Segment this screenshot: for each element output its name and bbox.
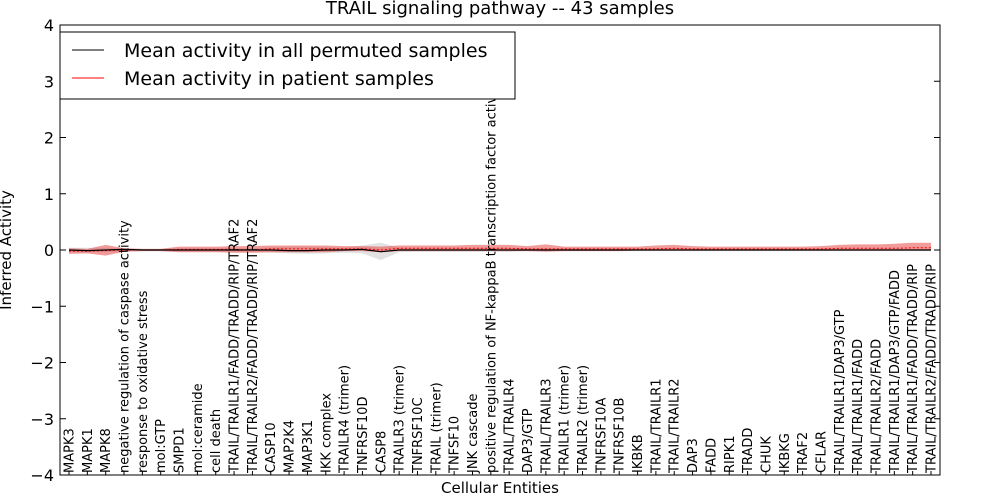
series-line-permuted [68, 248, 931, 253]
x-tick-label: TRAIL/TRAILR1/FADD/TRADD/RIP [906, 264, 921, 474]
y-tick-label: −2 [30, 354, 54, 373]
x-tick-label: TRAIL/TRAILR2 [668, 378, 683, 474]
x-tick-label: TRAIL/TRAILR1/DAP3/GTP [833, 309, 848, 474]
x-tick-label: CHUK [759, 436, 774, 473]
y-tick-label: 2 [44, 129, 54, 148]
y-tick-label: 0 [44, 241, 54, 260]
y-tick-label: 1 [44, 185, 54, 204]
x-tick-label: negative regulation of caspase activity [118, 220, 133, 473]
x-tick-label: TRAILR2 (trimer) [576, 365, 591, 474]
x-tick-label: TRAIL/TRAILR1/DAP3/GTP/FADD [888, 270, 903, 474]
x-tick-label: TRAILR3 (trimer) [393, 365, 408, 474]
series-lines [68, 247, 931, 253]
x-tick-label: TRAIL/TRAILR2/FADD [870, 339, 885, 474]
x-tick-label: CASP8 [374, 431, 389, 473]
x-tick-label: TRAIL/TRAILR1/FADD [851, 339, 866, 474]
x-tick-label: cell death [209, 409, 224, 473]
x-tick-label: TNFRSF10C [411, 397, 426, 474]
legend-label-patient: Mean activity in patient samples [124, 68, 434, 90]
legend-label-permuted: Mean activity in all permuted samples [124, 40, 487, 62]
x-tick-label: JNK cascade [466, 394, 481, 474]
x-axis: MAPK3 MAPK1 MAPK8 negative regulation of ca… [63, 79, 940, 475]
x-tick-label: MAPK3 [63, 428, 78, 473]
x-tick-label: positive regulation of NF-kappaB transcr… [484, 79, 499, 473]
x-tick-label: response to oxidative stress [136, 290, 151, 473]
x-tick-label: TRADD [741, 428, 756, 474]
x-tick-label: TRAILR1 (trimer) [558, 365, 573, 474]
y-axis: 4 3 2 1 0 −1 −2 −3 −4 [30, 16, 940, 485]
chart-title: TRAIL signaling pathway -- 43 samples [325, 0, 674, 19]
x-tick-label: TRAILR4 (trimer) [338, 365, 353, 474]
x-tick-label: TNFRSF10B [613, 398, 628, 474]
x-tick-label: TRAIL (trimer) [429, 382, 444, 474]
x-tick-label: CFLAR [815, 431, 830, 473]
x-tick-label: TNFRSF10A [594, 398, 609, 474]
x-tick-label: DAP3 [686, 438, 701, 473]
y-tick-label: −1 [30, 297, 54, 316]
x-tick-label: TNFRSF10D [356, 397, 371, 474]
x-tick-label: TNFSF10 [448, 416, 463, 474]
x-tick-label: TRAIL/TRAILR3 [539, 378, 554, 474]
x-tick-label: TRAIL/TRAILR1 [649, 378, 664, 474]
y-tick-label: 3 [44, 72, 54, 91]
x-tick-label: RIPK1 [723, 435, 738, 473]
y-tick-label: −3 [30, 410, 54, 429]
x-tick-label: FADD [704, 438, 719, 473]
x-tick-label: IKBKB [631, 434, 646, 473]
x-axis-label: Cellular Entities [441, 479, 559, 497]
x-tick-label: IKBKG [778, 433, 793, 473]
x-tick-label: mol:GTP [154, 419, 169, 473]
x-tick-label: IKK complex [319, 393, 334, 473]
x-tick-label: SMPD1 [173, 427, 188, 473]
band-patient [69, 242, 931, 256]
x-tick-label: TRAIL/TRAILR1/FADD/TRADD/RIP/TRAF2 [228, 219, 243, 474]
confidence-bands [69, 242, 931, 261]
x-tick-label: TRAIL/TRAILR2/FADD/TRADD/RIP [925, 264, 940, 474]
x-tick-label: TRAIL/TRAILR4 [503, 378, 518, 474]
x-tick-label: mol:ceramide [191, 383, 206, 473]
x-tick-label: MAP3K1 [301, 420, 316, 473]
legend: Mean activity in all permuted samples Me… [59, 31, 516, 100]
legend-box [59, 31, 516, 100]
x-tick-label: MAPK1 [81, 428, 96, 473]
x-tick-label: CASP10 [264, 422, 279, 473]
y-tick-label: −4 [30, 466, 54, 485]
y-tick-label: 4 [44, 16, 54, 35]
x-tick-label: MAP2K4 [283, 420, 298, 473]
y-axis-label: Inferred Activity [0, 190, 15, 310]
x-tick-label: TRAF2 [796, 432, 811, 474]
x-tick-label: TRAIL/TRAILR2/FADD/TRADD/RIP/TRAF2 [246, 219, 261, 474]
x-tick-label: DAP3/GTP [521, 408, 536, 473]
x-tick-label: MAPK8 [99, 428, 114, 473]
